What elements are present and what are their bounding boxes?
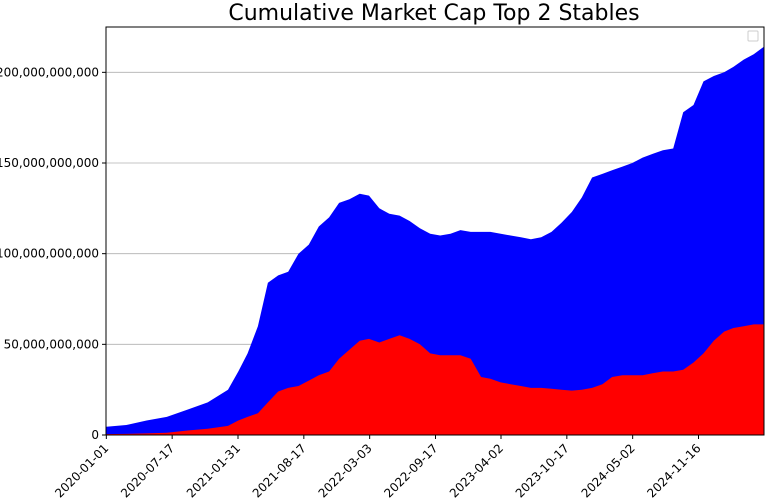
x-tick-label: 2024-05-02 bbox=[579, 441, 638, 498]
x-tick-label: 2022-09-17 bbox=[381, 441, 440, 498]
x-tick-label: 2024-11-16 bbox=[644, 441, 703, 498]
y-tick-label: 150,000,000,000 bbox=[0, 156, 99, 170]
x-tick-label: 2021-01-31 bbox=[184, 441, 243, 498]
y-tick-label: 200,000,000,000 bbox=[0, 65, 99, 79]
y-tick-label: 100,000,000,000 bbox=[0, 247, 99, 261]
x-tick-label: 2023-10-17 bbox=[513, 441, 572, 498]
y-tick-label: 50,000,000,000 bbox=[4, 337, 99, 351]
area-series-total bbox=[106, 46, 764, 436]
y-tick-label: 0 bbox=[91, 428, 99, 442]
legend-box bbox=[747, 30, 759, 42]
x-tick-label: 2023-04-02 bbox=[447, 441, 506, 498]
y-axis-ticks: 0 50,000,000,000 100,000,000,000 150,000,00… bbox=[0, 65, 106, 442]
x-tick-label: 2020-07-17 bbox=[118, 441, 177, 498]
x-tick-label: 2021-08-17 bbox=[250, 441, 309, 498]
x-tick-label: 2020-01-01 bbox=[52, 441, 111, 498]
x-axis-ticks: 2020-01-01 2020-07-17 2021-01-31 2021-08-17… bbox=[52, 435, 704, 498]
chart-title: Cumulative Market Cap Top 2 Stables bbox=[228, 1, 640, 26]
x-tick-label: 2022-03-03 bbox=[316, 441, 375, 498]
area-series-lower bbox=[106, 324, 764, 435]
